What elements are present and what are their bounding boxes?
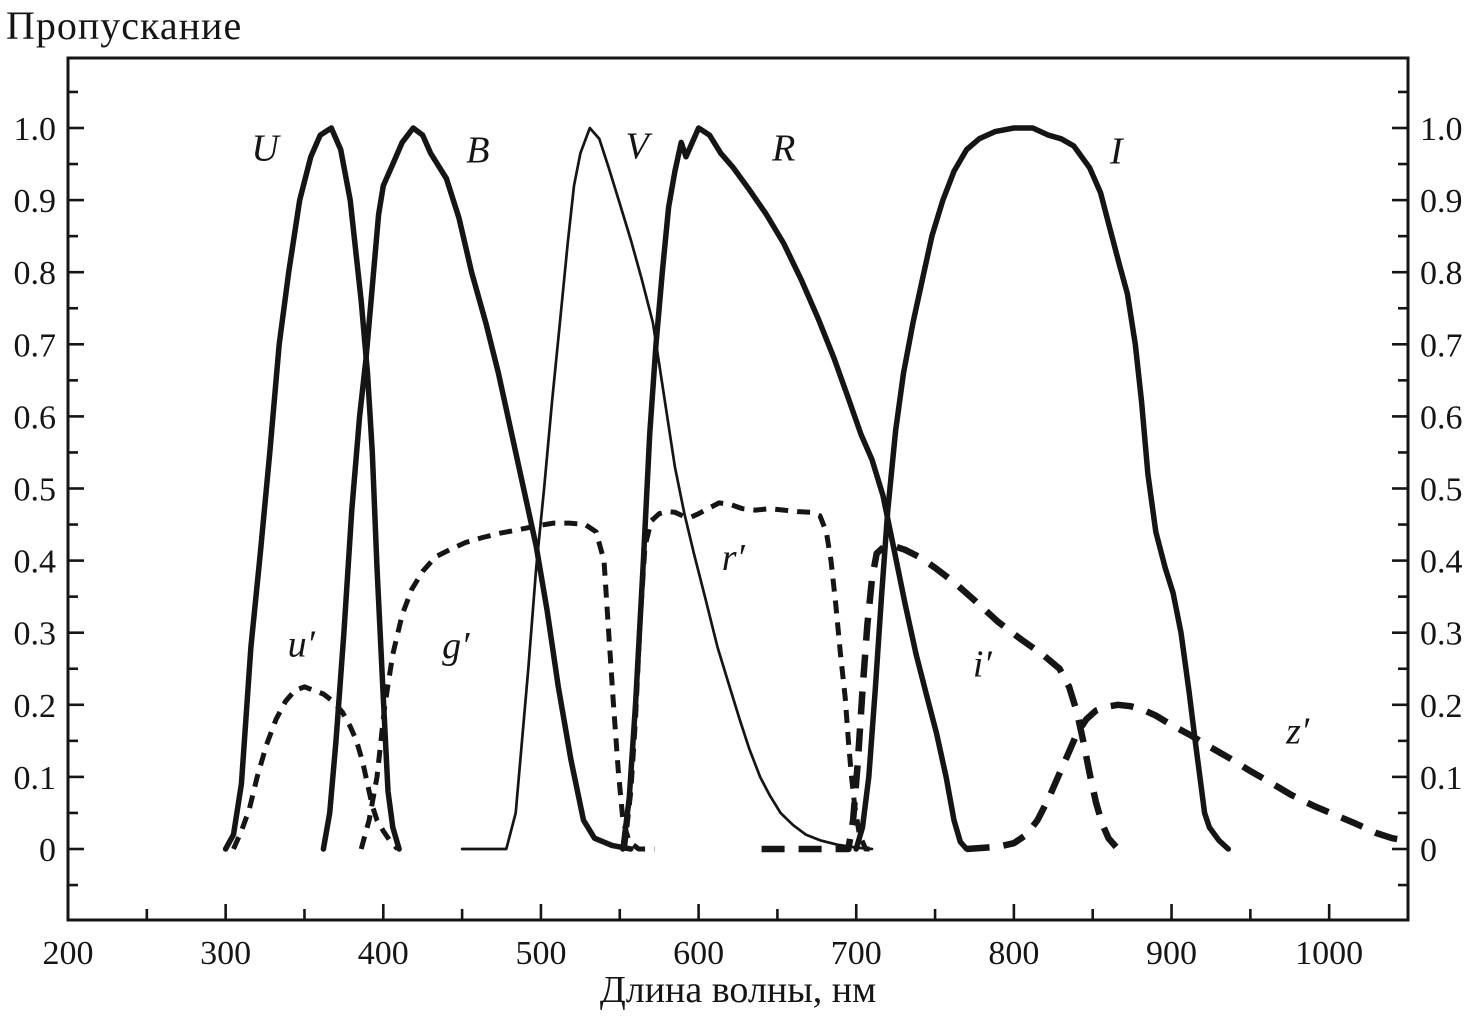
curve-U — [222, 125, 402, 852]
curve-g-prime — [358, 520, 655, 852]
y-tick-label-left-0.3: 0.3 — [14, 616, 57, 653]
x-tick-label-1000: 1000 — [1295, 935, 1363, 972]
y-tick-label-left-0.2: 0.2 — [14, 688, 57, 725]
curve-label-R: R — [771, 127, 795, 169]
curve-label-i-prime: i′ — [973, 644, 993, 686]
curve-label-g-prime: g′ — [442, 625, 470, 667]
y-tick-label-left-0.4: 0.4 — [14, 544, 57, 581]
curve-u-prime — [231, 684, 400, 851]
y-tick-label-right-0.5: 0.5 — [1420, 472, 1463, 509]
curve-r-prime — [622, 500, 876, 852]
curve-label-I: I — [1109, 130, 1125, 172]
y-tick-label-left-0: 0 — [39, 832, 56, 869]
y-tick-label-right-0.6: 0.6 — [1420, 399, 1463, 436]
curve-label-z-prime: z′ — [1285, 711, 1310, 753]
x-tick-label-900: 900 — [1146, 935, 1197, 972]
x-tick-label-200: 200 — [43, 935, 94, 972]
curve-V — [460, 126, 874, 851]
y-tick-label-left-0.5: 0.5 — [14, 472, 57, 509]
curve-I — [853, 125, 1232, 852]
curve-label-u-prime: u′ — [288, 623, 316, 665]
curve-label-B: B — [466, 130, 489, 172]
y-axis-title: Пропускание — [6, 3, 243, 48]
curve-i-prime — [761, 542, 1121, 853]
y-tick-label-left-0.7: 0.7 — [14, 327, 57, 364]
y-tick-label-right-0.1: 0.1 — [1420, 760, 1463, 797]
y-tick-label-right-0.2: 0.2 — [1420, 688, 1463, 725]
curve-label-U: U — [251, 127, 281, 169]
curve-z-prime — [966, 701, 1406, 853]
y-tick-label-left-0.1: 0.1 — [14, 760, 57, 797]
x-tick-label-700: 700 — [831, 935, 882, 972]
x-tick-label-800: 800 — [988, 935, 1039, 972]
y-tick-label-right-0.3: 0.3 — [1420, 616, 1463, 653]
curve-label-V: V — [625, 125, 652, 167]
y-tick-label-right-1: 1.0 — [1420, 111, 1463, 148]
y-tick-label-left-0.8: 0.8 — [14, 255, 57, 292]
x-axis-title: Длина волны, нм — [599, 969, 877, 1011]
y-tick-label-right-0.7: 0.7 — [1420, 327, 1463, 364]
y-tick-label-left-0.6: 0.6 — [14, 399, 57, 436]
y-tick-label-left-0.9: 0.9 — [14, 183, 57, 220]
y-tick-label-right-0.9: 0.9 — [1420, 183, 1463, 220]
y-tick-label-left-1: 1.0 — [14, 111, 57, 148]
curve-R — [620, 125, 970, 852]
x-tick-label-600: 600 — [673, 935, 724, 972]
y-tick-label-right-0.4: 0.4 — [1420, 544, 1463, 581]
y-tick-label-right-0: 0 — [1420, 832, 1437, 869]
x-tick-label-500: 500 — [515, 935, 566, 972]
curve-B — [320, 125, 634, 852]
y-tick-label-right-0.8: 0.8 — [1420, 255, 1463, 292]
x-tick-label-400: 400 — [358, 935, 409, 972]
curve-label-r-prime: r′ — [722, 537, 746, 579]
x-tick-label-300: 300 — [200, 935, 251, 972]
